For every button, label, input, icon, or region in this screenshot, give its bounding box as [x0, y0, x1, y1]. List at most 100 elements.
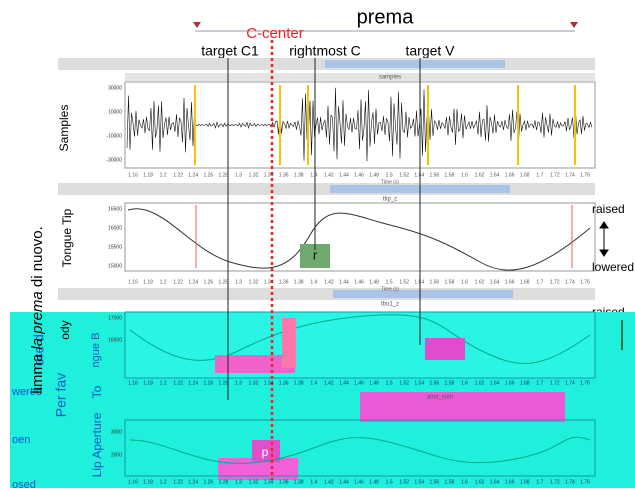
lowered: lowered [592, 260, 634, 274]
x-tick-label: 1.48 [369, 172, 379, 178]
x-tick-label: 1.24 [188, 279, 198, 285]
y-tick-label: 16500 [108, 206, 122, 212]
x-tick-label: 1.26 [203, 479, 213, 485]
x-tick-label: 1.5 [386, 279, 393, 285]
x-tick-label: 1.16 [128, 380, 138, 386]
word: prema [357, 6, 415, 28]
x-tick-label: 1.32 [249, 479, 259, 485]
x-tick-label: 1.62 [475, 279, 485, 285]
x-tick-label: 1.4 [310, 380, 317, 386]
y-label: ody [58, 320, 72, 339]
x-tick-label: 1.28 [219, 380, 229, 386]
x-tick-label: 1.36 [279, 279, 289, 285]
glitch-block [360, 392, 565, 422]
x-tick-label: 1.16 [128, 479, 138, 485]
x-tick-label: 1.7 [536, 172, 543, 178]
x-tick-label: 1.54 [414, 279, 424, 285]
x-tick-label: 1.74 [565, 172, 575, 178]
x-tick-label: 1.42 [324, 172, 334, 178]
x-tick-label: 1.24 [188, 172, 198, 178]
y-tick-label: 15500 [108, 244, 122, 250]
sentence-part: la prema [29, 291, 46, 349]
x-tick-label: 1.34 [264, 279, 274, 285]
y-tick-label: 3000 [111, 429, 122, 435]
x-axis-title: Time (s) [381, 179, 399, 185]
x-tick-label: 1.56 [429, 479, 439, 485]
x-tick-label: 1.46 [354, 279, 364, 285]
plot-frame [125, 312, 595, 378]
x-tick-label: 1.38 [294, 172, 304, 178]
x-tick-label: 1.34 [264, 172, 274, 178]
x-tick-label: 1.58 [445, 380, 455, 386]
panel-tag: tbo1_z [381, 302, 399, 308]
y-label: To [90, 385, 104, 398]
x-tick-label: 1.36 [279, 380, 289, 386]
x-tick-label: 1.38 [294, 479, 304, 485]
x-tick-label: 1.52 [399, 279, 409, 285]
label: rightmost C [289, 43, 361, 59]
x-tick-label: 1.42 [324, 380, 334, 386]
glitch-block [425, 338, 465, 360]
x-tick-label: 1.28 [219, 479, 229, 485]
y-tick-label: 30000 [108, 85, 122, 91]
x-tick-label: 1.3 [235, 479, 242, 485]
x-tick-label: 1.48 [369, 380, 379, 386]
x-tick-label: 1.52 [399, 172, 409, 178]
x-tick-label: 1.26 [203, 279, 213, 285]
x-tick-label: 1.22 [173, 380, 183, 386]
x-tick-label: 1.72 [550, 380, 560, 386]
x-tick-label: 1.18 [143, 172, 153, 178]
x-tick-label: 1.2 [160, 479, 167, 485]
x-tick-label: 1.62 [475, 479, 485, 485]
x-tick-label: 1.6 [461, 380, 468, 386]
y-tick-label: 10000 [108, 109, 122, 115]
x-tick-label: 1.54 [414, 172, 424, 178]
y-tick-label: 17000 [108, 315, 122, 321]
y-label: Tongue Tip [60, 208, 74, 267]
x-tick-label: 1.36 [279, 172, 289, 178]
x-tick-label: 1.58 [445, 479, 455, 485]
x-tick-label: 1.5 [386, 479, 393, 485]
x-tick-label: 1.74 [565, 279, 575, 285]
x-tick-label: 1.56 [429, 279, 439, 285]
x-tick-label: 1.6 [461, 279, 468, 285]
x-tick-label: 1.22 [173, 172, 183, 178]
x-tick-label: 1.76 [580, 380, 590, 386]
x-tick-label: 1.6 [461, 172, 468, 178]
glitch-block [282, 318, 296, 368]
x-tick-label: 1.64 [490, 380, 500, 386]
x-tick-label: 1.76 [580, 479, 590, 485]
x-tick-label: 1.66 [505, 380, 515, 386]
y-label: Samples [57, 105, 71, 152]
x-tick-label: 1.52 [399, 479, 409, 485]
x-tick-label: 1.3 [235, 279, 242, 285]
x-tick-label: 1.72 [550, 279, 560, 285]
x-tick-label: 1.66 [505, 479, 515, 485]
screenshot: prema C-center target C1 rightmost C tar… [0, 0, 635, 491]
selection [333, 290, 513, 298]
x-tick-label: 1.7 [536, 279, 543, 285]
x-tick-label: 1.32 [249, 172, 259, 178]
x-tick-label: 1.32 [249, 380, 259, 386]
x-tick-label: 1.7 [536, 380, 543, 386]
x-tick-label: 1.4 [310, 172, 317, 178]
x-tick-label: 1.36 [279, 479, 289, 485]
fragment: osed [12, 479, 36, 491]
label: target C1 [201, 43, 259, 59]
x-tick-label: 1.64 [490, 479, 500, 485]
x-axis-title: Time (s) [381, 286, 399, 292]
x-tick-label: 1.46 [354, 380, 364, 386]
x-tick-label: 1.42 [324, 279, 334, 285]
x-tick-label: 1.22 [173, 479, 183, 485]
x-tick-label: 1.54 [414, 479, 424, 485]
x-tick-label: 1.74 [565, 479, 575, 485]
sentence: limma la prema di nuovo. [29, 226, 46, 394]
panel-tag: ama_sum [427, 395, 453, 401]
sentence-part: limma [29, 350, 46, 394]
x-tick-label: 1.16 [128, 172, 138, 178]
x-tick-label: 1.48 [369, 479, 379, 485]
x-tick-label: 1.64 [490, 172, 500, 178]
x-tick-label: 1.16 [128, 279, 138, 285]
x-tick-label: 1.74 [565, 380, 575, 386]
y-tick-label: 15000 [108, 263, 122, 269]
